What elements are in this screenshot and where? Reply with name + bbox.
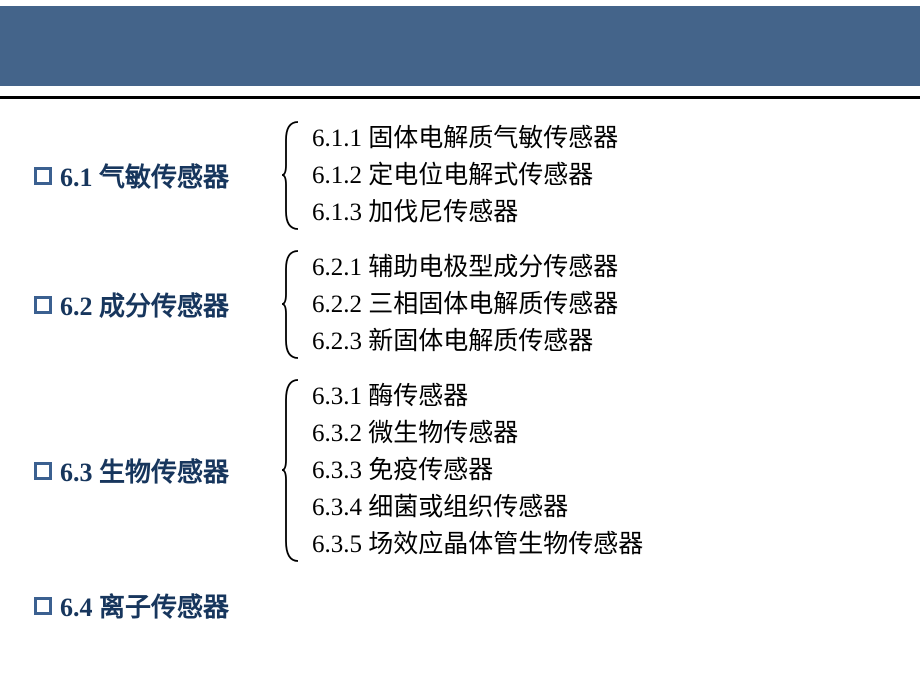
sub-item: 6.3.1 酶传感器 xyxy=(312,378,643,415)
section-left: 6.1 气敏传感器 xyxy=(0,120,282,231)
sub-item: 6.2.2 三相固体电解质传感器 xyxy=(312,286,618,323)
bullet-icon xyxy=(34,167,52,185)
sub-item: 6.3.2 微生物传感器 xyxy=(312,415,643,452)
section-row: 6.1 气敏传感器 6.1.1 固体电解质气敏传感器 6.1.2 定电位电解式传… xyxy=(0,120,920,231)
section-title: 6.3 生物传感器 xyxy=(60,452,229,489)
bullet-icon xyxy=(34,462,52,480)
section-left: 6.2 成分传感器 xyxy=(0,249,282,360)
bracket-icon xyxy=(282,378,300,563)
sub-list: 6.2.1 辅助电极型成分传感器 6.2.2 三相固体电解质传感器 6.2.3 … xyxy=(300,249,618,360)
bullet-icon xyxy=(34,597,52,615)
bullet-icon xyxy=(34,296,52,314)
sub-item: 6.2.3 新固体电解质传感器 xyxy=(312,323,618,360)
sub-list: 6.1.1 固体电解质气敏传感器 6.1.2 定电位电解式传感器 6.1.3 加… xyxy=(300,120,618,231)
header-white-gap xyxy=(0,86,920,96)
section-left: 6.3 生物传感器 xyxy=(0,378,282,563)
sub-item: 6.1.2 定电位电解式传感器 xyxy=(312,157,618,194)
header-blue-band xyxy=(0,6,920,86)
sub-item: 6.3.5 场效应晶体管生物传感器 xyxy=(312,526,643,563)
bracket-icon xyxy=(282,120,300,231)
section-row: 6.2 成分传感器 6.2.1 辅助电极型成分传感器 6.2.2 三相固体电解质… xyxy=(0,249,920,360)
content-area: 6.1 气敏传感器 6.1.1 固体电解质气敏传感器 6.1.2 定电位电解式传… xyxy=(0,120,920,648)
section-title: 6.4 离子传感器 xyxy=(60,587,229,624)
section-left: 6.4 离子传感器 xyxy=(0,581,282,630)
sub-item: 6.1.3 加伐尼传感器 xyxy=(312,194,618,231)
section-title: 6.1 气敏传感器 xyxy=(60,157,229,194)
section-title: 6.2 成分传感器 xyxy=(60,286,229,323)
sub-item: 6.2.1 辅助电极型成分传感器 xyxy=(312,249,618,286)
sub-item: 6.3.4 细菌或组织传感器 xyxy=(312,489,643,526)
sub-item: 6.1.1 固体电解质气敏传感器 xyxy=(312,120,618,157)
section-row: 6.3 生物传感器 6.3.1 酶传感器 6.3.2 微生物传感器 6.3.3 … xyxy=(0,378,920,563)
section-row: 6.4 离子传感器 xyxy=(0,581,920,630)
header-black-rule xyxy=(0,96,920,99)
bracket-icon xyxy=(282,249,300,360)
sub-item: 6.3.3 免疫传感器 xyxy=(312,452,643,489)
sub-list: 6.3.1 酶传感器 6.3.2 微生物传感器 6.3.3 免疫传感器 6.3.… xyxy=(300,378,643,563)
